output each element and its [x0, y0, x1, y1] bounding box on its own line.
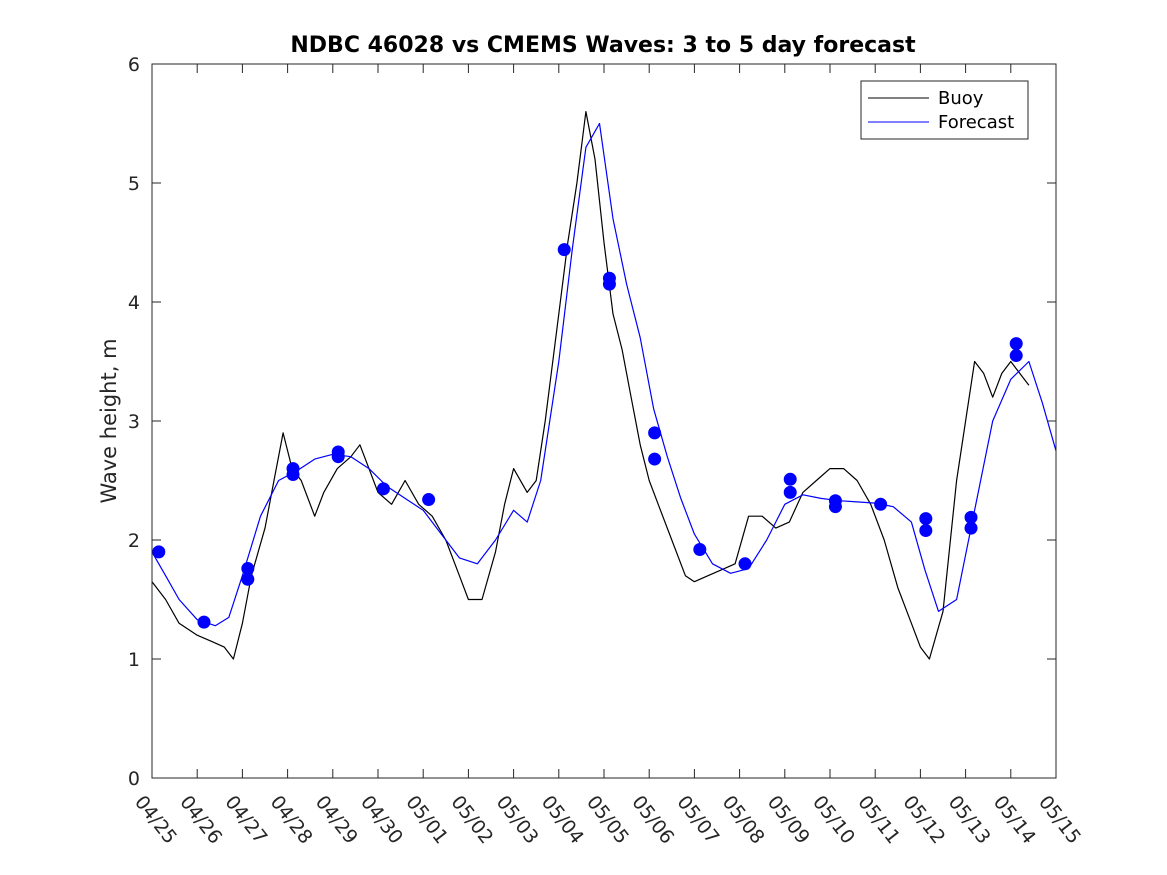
y-tick-label: 0	[128, 768, 140, 790]
x-tick-label: 05/13	[944, 792, 995, 849]
x-tick-label: 05/01	[401, 792, 452, 849]
y-tick-label: 6	[128, 54, 140, 76]
forecast-marker	[693, 543, 707, 557]
series-line-buoy	[151, 110, 1030, 660]
x-tick-label: 05/10	[808, 792, 859, 849]
x-tick-label: 04/26	[175, 792, 226, 849]
forecast-marker	[648, 426, 662, 440]
x-tick-label: 04/25	[130, 792, 181, 849]
y-tick-labels: 0 1 2 3 4 5 6	[128, 54, 140, 790]
x-tick-label: 05/02	[446, 792, 497, 849]
plot-area	[152, 64, 1056, 778]
forecast-marker	[286, 468, 300, 482]
legend: Buoy Forecast	[860, 80, 1029, 140]
y-tick-label: 2	[128, 530, 140, 552]
forecast-marker	[828, 500, 842, 514]
forecast-marker	[964, 521, 978, 535]
legend-box	[860, 80, 1029, 140]
forecast-marker	[1009, 349, 1023, 363]
forecast-marker	[783, 485, 797, 499]
forecast-marker	[919, 523, 933, 537]
y-tick-label: 4	[128, 292, 140, 314]
marker-layer	[152, 243, 1023, 629]
x-tick-label: 05/05	[582, 792, 633, 849]
x-tick-label: 05/04	[537, 792, 588, 849]
axes-box	[151, 63, 1057, 779]
legend-buoy-label: Buoy	[938, 88, 984, 109]
x-tick-label: 05/15	[1034, 792, 1085, 849]
forecast-marker	[152, 545, 166, 559]
x-tick-label: 05/11	[853, 792, 904, 849]
y-axis-label: Wave height, m	[97, 338, 121, 503]
forecast-marker	[376, 482, 390, 496]
x-tick-label: 04/30	[356, 792, 407, 849]
forecast-marker	[874, 497, 888, 511]
forecast-marker	[964, 510, 978, 524]
x-tick-label: 04/28	[266, 792, 317, 849]
x-tick-label: 05/14	[989, 792, 1040, 849]
forecast-marker	[557, 243, 571, 257]
y-tick-label: 5	[128, 173, 140, 195]
x-tick-label: 05/09	[763, 792, 814, 849]
legend-forecast-label: Forecast	[938, 112, 1014, 133]
series-layer	[151, 110, 1057, 660]
x-tick-label: 05/06	[627, 792, 678, 849]
forecast-marker	[331, 450, 345, 464]
y-tick-label: 1	[128, 649, 140, 671]
forecast-marker	[919, 512, 933, 526]
forecast-marker	[422, 493, 436, 507]
forecast-marker	[602, 277, 616, 291]
x-tick-label: 05/07	[672, 792, 723, 849]
chart-title: NDBC 46028 vs CMEMS Waves: 3 to 5 day fo…	[290, 33, 916, 58]
forecast-marker	[241, 572, 255, 586]
x-tick-label: 04/27	[220, 792, 271, 849]
forecast-marker	[738, 557, 752, 571]
x-tick-label: 04/29	[311, 792, 362, 849]
forecast-marker	[241, 562, 255, 576]
x-tick-label: 05/12	[898, 792, 949, 849]
forecast-marker	[1009, 337, 1023, 351]
forecast-marker	[648, 452, 662, 466]
forecast-marker	[783, 472, 797, 486]
y-tick-label: 3	[128, 411, 140, 433]
x-tick-label: 05/08	[718, 792, 769, 849]
series-line-forecast	[151, 122, 1057, 627]
x-tick-labels: 04/2504/2604/2704/2804/2904/3005/0105/02…	[130, 792, 1085, 849]
forecast-marker	[197, 615, 211, 629]
x-tick-label: 05/03	[492, 792, 543, 849]
